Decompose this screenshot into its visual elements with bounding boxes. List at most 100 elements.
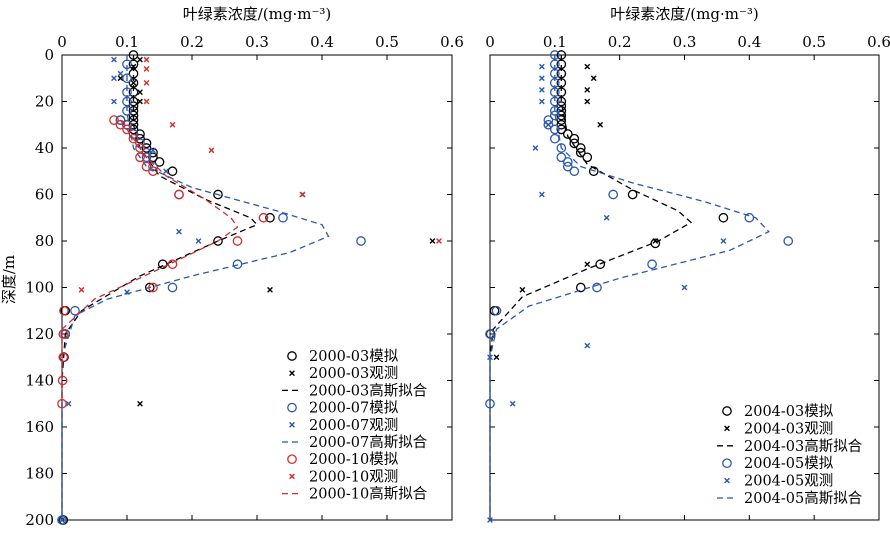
sim-point xyxy=(556,143,567,153)
sim-point xyxy=(115,115,126,125)
sim-point xyxy=(122,73,132,84)
obs-point xyxy=(493,354,500,361)
sim-point xyxy=(59,305,69,316)
sim-point xyxy=(157,259,168,270)
x-tick-label: 0.2 xyxy=(180,33,204,51)
sim-point xyxy=(141,138,152,149)
legend-label: 2004-05模拟 xyxy=(744,455,834,472)
series-2000-07高斯拟合 xyxy=(61,55,330,520)
legend-marker-sim xyxy=(287,454,297,465)
sim-point xyxy=(588,166,599,177)
x-tick-label: 0.1 xyxy=(543,33,567,51)
y-tick-label: 20 xyxy=(35,93,54,111)
sim-point xyxy=(258,212,269,223)
sim-point xyxy=(569,138,580,149)
sim-point xyxy=(167,259,178,270)
y-tick-label: 180 xyxy=(25,465,54,483)
sim-point xyxy=(627,189,638,200)
y-tick-label: 200 xyxy=(25,511,54,529)
legend: 2000-03模拟2000-03观测2000-03高斯拟合2000-07模拟20… xyxy=(282,348,428,503)
obs-point xyxy=(590,75,597,82)
obs-point xyxy=(111,98,117,105)
series-2000-10高斯拟合 xyxy=(61,119,239,404)
sim-point xyxy=(167,282,178,293)
x-tick-label: 0.1 xyxy=(115,33,139,51)
series-2004-03高斯拟合 xyxy=(489,55,693,520)
obs-point xyxy=(137,98,143,105)
obs-point xyxy=(519,286,526,293)
legend-label: 2004-05高斯拟合 xyxy=(744,490,863,507)
legend-label: 2000-03模拟 xyxy=(309,348,399,365)
y-tick-label: 80 xyxy=(35,232,54,250)
series-2004-03模拟 xyxy=(485,50,729,339)
obs-point xyxy=(597,121,604,128)
legend-label: 2000-03高斯拟合 xyxy=(309,382,428,399)
obs-point xyxy=(169,121,176,128)
sim-point xyxy=(174,189,184,200)
fit-curve xyxy=(61,119,239,404)
sim-point xyxy=(135,143,145,153)
x-tick-label: 0 xyxy=(57,33,67,51)
legend-label: 2000-10高斯拟合 xyxy=(309,486,428,503)
x-axis-label: 叶绿素浓度/(mg·m⁻³) xyxy=(183,5,332,23)
sim-point xyxy=(109,115,119,125)
obs-point xyxy=(538,86,545,93)
obs-point xyxy=(538,63,545,70)
obs-point xyxy=(143,98,150,105)
sim-point xyxy=(135,129,145,139)
legend-marker-sim xyxy=(722,458,732,469)
chart-panel-left: 0 0.1 0.2 0.3 0.4 0.5 0.6 0 20 40 60 80 100 120 140 160… xyxy=(0,5,464,529)
series-2004-05模拟 xyxy=(485,50,794,409)
series-2004-03观测 xyxy=(493,63,659,361)
legend-marker-obs xyxy=(289,421,295,428)
series-2000-03高斯拟合 xyxy=(61,55,259,520)
sim-point xyxy=(549,133,560,144)
obs-point xyxy=(652,238,659,244)
legend-label: 2000-10模拟 xyxy=(309,451,399,468)
obs-point xyxy=(532,145,539,151)
sim-point xyxy=(582,152,593,163)
sim-point xyxy=(148,152,158,163)
legend-marker-obs xyxy=(289,370,295,377)
x-axis-label: 叶绿素浓度/(mg·m⁻³) xyxy=(610,5,759,23)
obs-point xyxy=(584,63,591,70)
sim-point xyxy=(278,212,288,223)
sim-point xyxy=(135,133,145,144)
obs-point xyxy=(150,147,156,154)
legend-marker-obs xyxy=(289,473,295,480)
sim-point xyxy=(154,157,165,167)
obs-point xyxy=(137,56,143,63)
sim-point xyxy=(232,259,243,270)
obs-point xyxy=(176,228,182,235)
sim-point xyxy=(135,152,145,163)
sim-point xyxy=(265,212,275,223)
sim-point xyxy=(562,161,573,172)
obs-point xyxy=(545,121,552,128)
x-tick-label: 0.5 xyxy=(375,33,399,51)
x-tick-label: 0.6 xyxy=(440,33,464,51)
sim-point xyxy=(783,236,794,246)
y-tick-label: 40 xyxy=(35,139,54,157)
sim-point xyxy=(141,161,152,172)
sim-point xyxy=(141,152,152,163)
x-tick-label: 0 xyxy=(485,33,495,51)
legend-label: 2000-07高斯拟合 xyxy=(309,434,428,451)
sim-point xyxy=(556,110,567,121)
legend-label: 2004-03模拟 xyxy=(744,403,834,420)
obs-point xyxy=(117,70,124,77)
sim-point xyxy=(575,147,586,158)
legend-label: 2000-10观测 xyxy=(309,468,398,485)
sim-point xyxy=(148,166,158,177)
sim-point xyxy=(718,212,729,223)
legend-label: 2000-07模拟 xyxy=(309,400,399,417)
legend-label: 2004-03高斯拟合 xyxy=(744,438,863,455)
series-2000-10观测 xyxy=(78,56,442,293)
sim-point xyxy=(595,259,606,270)
obs-point xyxy=(195,238,202,244)
sim-point xyxy=(549,110,560,121)
sim-point xyxy=(556,101,567,112)
sim-point xyxy=(213,236,223,246)
obs-point xyxy=(111,56,117,63)
sim-point xyxy=(549,124,560,135)
